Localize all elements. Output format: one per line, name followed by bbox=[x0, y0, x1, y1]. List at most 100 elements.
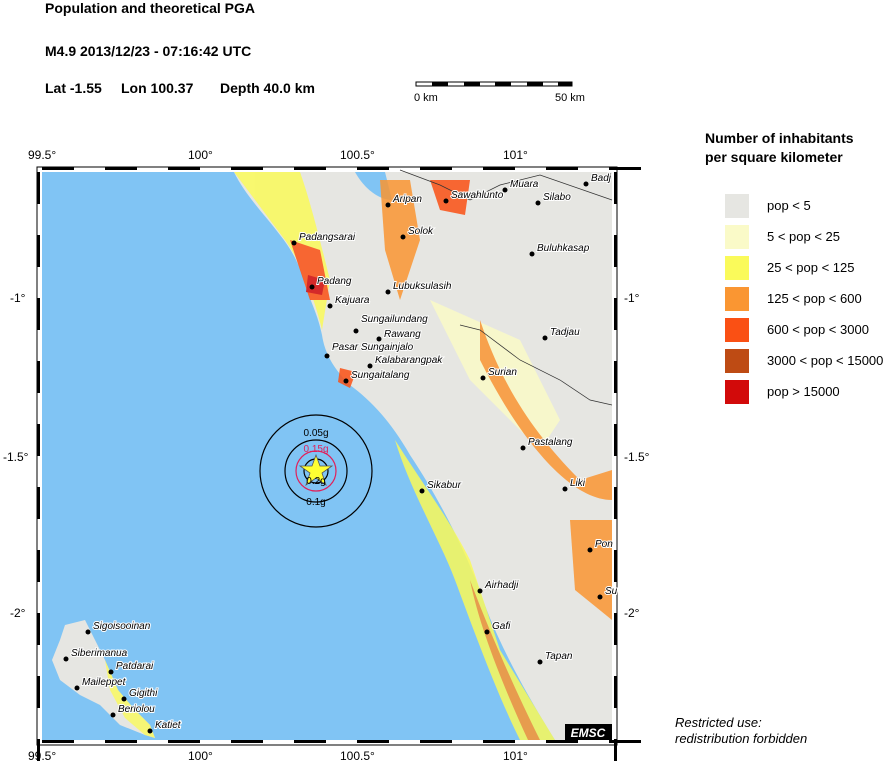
lon-tick-top: 101° bbox=[503, 148, 528, 162]
frame-ticks bbox=[37, 167, 641, 761]
city-marker bbox=[502, 187, 508, 193]
city-marker bbox=[480, 375, 486, 381]
city-label: Padang bbox=[317, 276, 352, 287]
city-label: Pasar Sungainjalo bbox=[332, 342, 414, 353]
city-label: Sungailundang bbox=[361, 314, 428, 325]
legend-label: 3000 < pop < 15000 bbox=[767, 353, 884, 368]
city-label: Buluhkasap bbox=[537, 243, 590, 254]
ring-label-0.1g: 0.1g bbox=[306, 497, 325, 508]
legend-item: pop < 5 bbox=[725, 194, 891, 218]
city-marker bbox=[74, 685, 80, 691]
lat-tick-left: -1.5° bbox=[3, 450, 29, 464]
city-label: Lubuksulasih bbox=[393, 281, 452, 292]
city-label: Airhadji bbox=[484, 580, 519, 591]
city-label: Gafi bbox=[492, 621, 511, 632]
usage-note-line1: Restricted use: bbox=[675, 715, 762, 730]
city-marker bbox=[587, 547, 593, 553]
city-marker bbox=[385, 289, 391, 295]
lon-tick-bottom: 99.5° bbox=[28, 749, 57, 763]
city-marker bbox=[477, 588, 483, 594]
legend-label: 25 < pop < 125 bbox=[767, 260, 855, 275]
legend-swatch bbox=[725, 287, 749, 311]
depth-value: Depth 40.0 km bbox=[220, 80, 315, 96]
event-info: M4.9 2013/12/23 - 07:16:42 UTC bbox=[45, 43, 252, 59]
usage-note: Restricted use: redistribution forbidden bbox=[675, 715, 807, 747]
city-marker bbox=[535, 200, 541, 206]
city-marker bbox=[400, 234, 406, 240]
legend-swatch bbox=[725, 318, 749, 342]
city-marker bbox=[562, 486, 568, 492]
legend-item: 3000 < pop < 15000 bbox=[725, 349, 891, 373]
city-label: Sikabur bbox=[427, 480, 462, 491]
scale-bar bbox=[415, 81, 573, 87]
city-marker bbox=[147, 728, 153, 734]
city-marker bbox=[484, 629, 490, 635]
mainland bbox=[234, 172, 612, 740]
ring-label-0.15g: 0.15g bbox=[303, 444, 328, 455]
city-label: Sungaitalang bbox=[351, 370, 410, 381]
city-label: Maileppet bbox=[82, 677, 127, 688]
legend-item: 25 < pop < 125 bbox=[725, 256, 891, 280]
city-label: Padangsarai bbox=[299, 232, 356, 243]
city-marker bbox=[121, 696, 127, 702]
legend-title-line2: per square kilometer bbox=[705, 149, 843, 165]
city-marker bbox=[343, 378, 349, 384]
city-marker bbox=[376, 336, 382, 342]
city-labels: Aripan Sawahlunto Muara Silabo Badj Padangsar… bbox=[63, 172, 619, 734]
city-marker bbox=[385, 202, 391, 208]
city-label: Silabo bbox=[543, 192, 571, 203]
lat-tick-right: -1.5° bbox=[624, 450, 650, 464]
city-label: Tapan bbox=[545, 651, 573, 662]
city-marker bbox=[367, 363, 373, 369]
city-label: Siberimanua bbox=[71, 648, 128, 659]
lat-tick-right: -1° bbox=[624, 291, 640, 305]
city-marker bbox=[63, 656, 69, 662]
city-label: Pon bbox=[595, 539, 613, 550]
city-marker bbox=[309, 284, 315, 290]
lat-value: Lat -1.55 bbox=[45, 80, 102, 96]
city-marker bbox=[108, 669, 114, 675]
legend-item: 125 < pop < 600 bbox=[725, 287, 891, 311]
city-marker bbox=[324, 353, 330, 359]
city-marker bbox=[353, 328, 359, 334]
lon-tick-top: 100.5° bbox=[340, 148, 375, 162]
scale-end: 50 km bbox=[555, 92, 585, 104]
city-marker bbox=[327, 303, 333, 309]
city-label: Katiet bbox=[155, 720, 182, 731]
city-label: Tadjau bbox=[550, 327, 580, 338]
ring-label-0.05g: 0.05g bbox=[303, 428, 328, 439]
city-label: Gigithi bbox=[129, 688, 158, 699]
lon-tick-bottom: 100° bbox=[188, 749, 213, 763]
map-title: Population and theoretical PGA bbox=[45, 0, 256, 16]
city-label: Kalabarangpak bbox=[375, 355, 443, 366]
city-label: Rawang bbox=[384, 329, 421, 340]
legend-label: pop > 15000 bbox=[767, 384, 840, 399]
city-marker bbox=[583, 181, 589, 187]
legend-label: 5 < pop < 25 bbox=[767, 229, 841, 244]
legend-swatch bbox=[725, 256, 749, 280]
legend-item: pop > 15000 bbox=[725, 380, 891, 404]
legend-swatch bbox=[725, 194, 749, 218]
usage-note-line2: redistribution forbidden bbox=[675, 731, 808, 746]
city-label: Solok bbox=[408, 226, 434, 237]
epicenter-star-icon bbox=[298, 453, 334, 487]
legend-swatch bbox=[725, 380, 749, 404]
city-label: Aripan bbox=[392, 194, 422, 205]
lat-tick-left: -2° bbox=[10, 606, 26, 620]
city-label: Badj bbox=[591, 173, 612, 184]
city-label: Patdarai bbox=[116, 661, 154, 672]
legend-item: 5 < pop < 25 bbox=[725, 225, 891, 249]
lat-tick-left: -1° bbox=[10, 291, 26, 305]
city-marker bbox=[520, 445, 526, 451]
city-label: Sigoisooinan bbox=[93, 621, 151, 632]
city-marker bbox=[110, 712, 116, 718]
scale-start: 0 km bbox=[414, 92, 438, 104]
city-label: Surian bbox=[488, 367, 517, 378]
ring-0.05g bbox=[259, 414, 373, 528]
lon-tick-top: 100° bbox=[188, 148, 213, 162]
city-label: Su bbox=[605, 586, 618, 597]
population-patches bbox=[234, 172, 612, 740]
ring-0.1g bbox=[284, 439, 348, 503]
pga-rings bbox=[259, 414, 373, 528]
